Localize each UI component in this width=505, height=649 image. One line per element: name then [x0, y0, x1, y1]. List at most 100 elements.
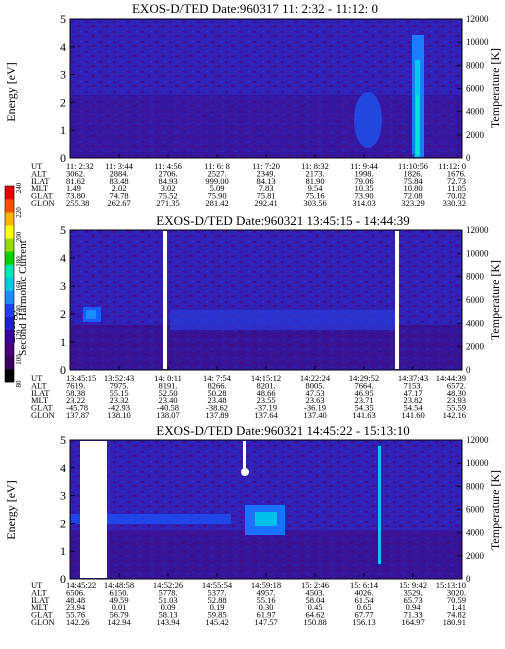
- table-cell: 13:52:43: [104, 373, 134, 383]
- table-cell: 15: 9:42: [399, 580, 427, 590]
- table-cell: 14:22:24: [300, 373, 331, 383]
- colorbar-cell: [5, 355, 14, 370]
- y2tick-label: 6000: [466, 295, 485, 305]
- table-row-label: GLON: [31, 198, 55, 208]
- table-cell: 23.48: [207, 395, 226, 405]
- table-cell: 11:12: 0: [438, 161, 466, 171]
- colorbar-tick-label: 100: [15, 354, 23, 365]
- table-cell: 81.90: [305, 176, 324, 186]
- panel-3-data-gap: [80, 441, 107, 578]
- y2tick-label: 8000: [466, 481, 485, 491]
- y2tick-label: 6000: [466, 505, 485, 515]
- table-cell: 138.07: [156, 410, 179, 420]
- panel-1-y2ticks: 0 2000 4000 6000 8000 10000 12000: [457, 14, 489, 163]
- table-cell: 14:59:18: [251, 580, 281, 590]
- y2tick-label: 4000: [466, 318, 485, 328]
- ytick-label: 4: [60, 251, 66, 265]
- ytick-label: 5: [60, 12, 66, 26]
- table-row-label: ALT: [31, 587, 48, 597]
- table-row-label: GLAT: [31, 403, 54, 413]
- table-cell: 64.62: [305, 610, 324, 620]
- table-cell: 1676.: [447, 168, 466, 178]
- table-cell: 65.73: [403, 595, 422, 605]
- table-cell: 8201.: [256, 380, 275, 390]
- table-cell: 137.87: [66, 410, 89, 420]
- panel-3-band: [71, 514, 231, 524]
- table-cell: 55.59: [447, 403, 466, 413]
- colorbar-cell: [5, 225, 14, 239]
- table-cell: 7619.: [66, 380, 85, 390]
- table-cell: 138.10: [107, 410, 130, 420]
- ytick-label: 4: [60, 461, 66, 475]
- table-cell: 7664.: [354, 380, 373, 390]
- colorbar-cell: [5, 199, 14, 213]
- table-cell: 71.33: [403, 610, 422, 620]
- y2tick-label: 2000: [466, 130, 485, 140]
- ytick-label: 1: [60, 123, 66, 137]
- y2tick-label: 0: [466, 365, 471, 375]
- table-cell: 48.30: [447, 388, 466, 398]
- panel-1-bright-spike-core: [416, 95, 419, 155]
- panel-1-feature-blob: [354, 92, 382, 148]
- ytick-label: 5: [60, 223, 66, 237]
- table-cell: 58.04: [305, 595, 325, 605]
- ytick-label: 0: [60, 363, 66, 377]
- y2tick-label: 10000: [466, 458, 489, 468]
- panel-1-dark-lower-band: [71, 95, 461, 157]
- table-cell: 84.13: [256, 176, 275, 186]
- panel-3: EXOS-D/TED Date:960321 14:45:22 - 15:13:…: [4, 423, 502, 627]
- colorbar-cell: [5, 251, 14, 265]
- table-cell: 6572.: [447, 380, 466, 390]
- table-cell: 255.38: [66, 198, 89, 208]
- table-cell: 8191.: [158, 380, 177, 390]
- table-row-label: ILAT: [31, 595, 50, 605]
- table-cell: 23.82: [403, 395, 422, 405]
- table-cell: 2884.: [109, 168, 128, 178]
- y2tick-label: 2000: [466, 551, 485, 561]
- table-cell: 323.29: [401, 198, 424, 208]
- table-row-label: ILAT: [31, 176, 50, 186]
- y2tick-label: 0: [466, 153, 471, 163]
- table-cell: 1826.: [403, 168, 422, 178]
- table-cell: 0.09: [161, 602, 176, 612]
- table-cell: 137.64: [254, 410, 278, 420]
- colorbar-frame: [4, 185, 15, 383]
- ytick-label: 1: [60, 544, 66, 558]
- panel-1-title: EXOS-D/TED Date:960317 11: 2:32 - 11:12:…: [132, 1, 378, 16]
- table-cell: 10.35: [354, 183, 373, 193]
- panel-3-ylabel: Energy [eV]: [4, 480, 18, 539]
- table-cell: 14: 0:11: [154, 373, 182, 383]
- table-cell: 47.53: [305, 388, 324, 398]
- table-cell: 81.62: [66, 176, 85, 186]
- table-cell: 3062.: [66, 168, 85, 178]
- table-row-label: GLON: [31, 617, 55, 627]
- table-cell: 141.60: [401, 410, 424, 420]
- panel-3-feature-inner: [255, 512, 277, 526]
- table-cell: 2527.: [207, 168, 226, 178]
- colorbar-cell: [5, 303, 14, 317]
- table-row-label: GLAT: [31, 191, 54, 201]
- colorbar-cell: [5, 277, 14, 291]
- table-cell: 2173.: [305, 168, 324, 178]
- panel-2-blue-patch-core: [86, 310, 96, 319]
- colorbar-cell: [5, 238, 14, 252]
- table-row-label: MLT: [31, 183, 49, 193]
- y2tick-label: 12000: [466, 14, 489, 24]
- panel-2-data-gap-1: [163, 231, 167, 369]
- table-cell: 1.49: [66, 183, 81, 193]
- table-cell: 14:15:12: [251, 373, 281, 383]
- table-cell: 1998.: [354, 168, 373, 178]
- table-cell: 23.93: [447, 395, 466, 405]
- table-cell: 51.03: [158, 595, 177, 605]
- colorbar-cells: [5, 186, 14, 383]
- panel-3-cyan-spike: [378, 446, 381, 564]
- panel-2-dark-lower-band: [71, 325, 461, 369]
- table-cell: 142.26: [66, 617, 89, 627]
- table-cell: 142.16: [443, 410, 466, 420]
- table-row-label: MLT: [31, 395, 49, 405]
- table-cell: 61.97: [256, 610, 275, 620]
- table-cell: 262.67: [107, 198, 130, 208]
- table-cell: 14:52:26: [153, 580, 183, 590]
- panel-2-info-table: UT 13:45:15 13:52:43 14: 0:11 14: 7:54 14:15:…: [31, 366, 466, 420]
- table-cell: 75.81: [256, 191, 275, 201]
